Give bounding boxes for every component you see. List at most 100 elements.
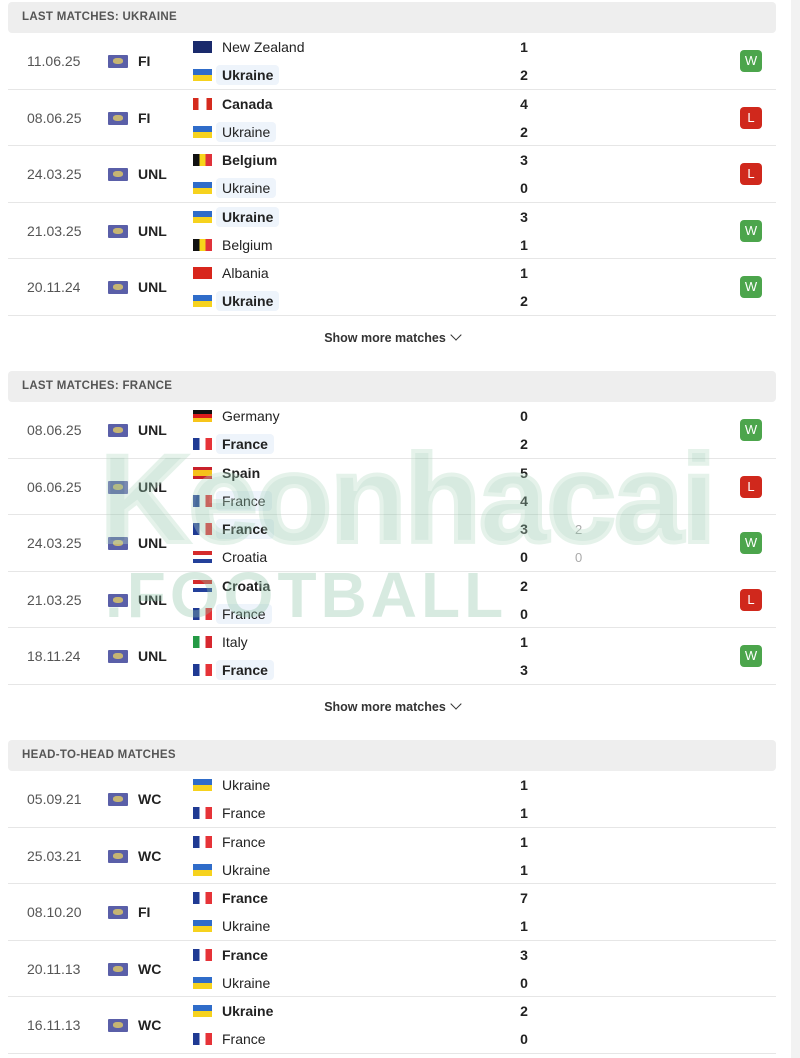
team-home[interactable]: Ukraine xyxy=(193,774,276,796)
flag-fr-icon xyxy=(193,523,212,535)
match-row[interactable]: 08.06.25 UNL Germany France 0 2 W xyxy=(8,402,776,459)
team-away[interactable]: France xyxy=(193,490,272,512)
team-away[interactable]: Ukraine xyxy=(193,972,276,994)
competition: UNL xyxy=(138,648,167,664)
away-score: 1 xyxy=(520,805,528,821)
match-date: 21.03.25 xyxy=(27,222,82,239)
team-name: France xyxy=(216,490,272,511)
match-row[interactable]: 25.03.21 WC France Ukraine 1 1 xyxy=(8,828,776,884)
competition: UNL xyxy=(138,591,167,608)
home-score: 3 xyxy=(520,521,528,537)
match-row[interactable]: 20.11.13 WC France Ukraine 3 0 xyxy=(8,941,776,997)
team-name: New Zealand xyxy=(222,39,305,55)
match-row[interactable]: 20.11.24 UNL Albania Ukraine 1 2 W xyxy=(8,259,776,316)
show-more-button[interactable]: Show more matches xyxy=(8,685,776,729)
away-score: 0 xyxy=(520,974,528,991)
home-score: 1 xyxy=(520,634,528,650)
team-home[interactable]: France xyxy=(193,518,274,540)
away-score: 2 xyxy=(520,436,528,452)
team-home[interactable]: Croatia xyxy=(193,575,276,597)
team-name: Croatia xyxy=(222,549,268,565)
team-name: France xyxy=(222,805,266,821)
result-badge: W xyxy=(740,50,762,72)
scrollbar[interactable] xyxy=(791,0,800,1058)
result-badge: W xyxy=(740,645,762,667)
team-home[interactable]: Italy xyxy=(193,631,254,653)
match-row[interactable]: 24.03.25 UNL Belgium Ukraine 3 0 L xyxy=(8,146,776,203)
team-name: Ukraine xyxy=(222,1003,274,1019)
team-away[interactable]: Belgium xyxy=(193,234,279,256)
match-date: 24.03.25 xyxy=(27,535,82,551)
home-score: 1 xyxy=(520,833,528,850)
team-home[interactable]: France xyxy=(193,831,272,853)
team-home[interactable]: Ukraine xyxy=(193,206,280,228)
team-home[interactable]: Germany xyxy=(193,405,286,427)
team-away[interactable]: France xyxy=(193,659,274,681)
flag-be-icon xyxy=(193,154,212,166)
match-row[interactable]: 06.06.25 UNL Spain France 5 4 L xyxy=(8,459,776,515)
flag-de-icon xyxy=(193,410,212,422)
match-row[interactable]: 08.10.20 FI France Ukraine 7 1 xyxy=(8,884,776,941)
match-row[interactable]: 05.09.21 WC Ukraine France 1 1 xyxy=(8,771,776,828)
team-away[interactable]: Ukraine xyxy=(193,121,277,143)
result-badge: W xyxy=(740,532,762,554)
flag-fr-icon xyxy=(193,607,212,620)
match-row[interactable]: 24.03.25 UNL France Croatia 3 0 2 0 W xyxy=(8,515,776,572)
team-name: Spain xyxy=(222,464,261,481)
show-more-label: Show more matches xyxy=(324,330,446,345)
team-away[interactable]: France xyxy=(193,603,272,625)
flag-hr-icon xyxy=(193,579,212,592)
flag-ua-icon xyxy=(193,779,212,791)
team-home[interactable]: Spain xyxy=(193,462,266,484)
home-score: 5 xyxy=(520,464,528,481)
team-name: Albania xyxy=(222,265,269,281)
team-away[interactable]: Ukraine xyxy=(193,64,280,86)
team-away[interactable]: France xyxy=(193,433,274,455)
competition-world-icon xyxy=(108,793,128,806)
match-date: 06.06.25 xyxy=(27,478,82,495)
team-name: Ukraine xyxy=(222,974,271,991)
team-name: France xyxy=(222,890,268,906)
team-away[interactable]: Ukraine xyxy=(193,177,277,199)
team-home[interactable]: New Zealand xyxy=(193,36,311,58)
team-home[interactable]: Albania xyxy=(193,262,275,284)
flag-es-icon xyxy=(193,466,212,479)
team-away[interactable]: Ukraine xyxy=(193,290,280,312)
home-penalties: 2 xyxy=(575,522,583,537)
team-home[interactable]: Canada xyxy=(193,93,279,115)
flag-it-icon xyxy=(193,636,212,648)
match-row[interactable]: 11.06.25 FI New Zealand Ukraine 1 2 W xyxy=(8,33,776,90)
team-home[interactable]: Ukraine xyxy=(193,1000,279,1022)
team-away[interactable]: Croatia xyxy=(193,546,273,568)
team-away[interactable]: France xyxy=(193,802,272,824)
match-row[interactable]: 16.11.13 WC Ukraine France 2 0 xyxy=(8,997,776,1054)
team-name: Canada xyxy=(222,95,273,112)
away-score: 0 xyxy=(520,1031,528,1047)
match-row[interactable]: 08.06.25 FI Canada Ukraine 4 2 L xyxy=(8,90,776,146)
competition-world-icon xyxy=(108,906,128,919)
show-more-label: Show more matches xyxy=(324,699,446,714)
away-score: 3 xyxy=(520,662,528,678)
competition: FI xyxy=(138,53,151,69)
team-home[interactable]: Belgium xyxy=(193,149,283,171)
team-name: Ukraine xyxy=(222,918,271,934)
section-header: LAST MATCHES: FRANCE xyxy=(8,371,776,402)
show-more-button[interactable]: Show more matches xyxy=(8,316,776,360)
team-home[interactable]: France xyxy=(193,944,274,966)
result-badge: W xyxy=(740,419,762,441)
match-row[interactable]: 18.11.24 UNL Italy France 1 3 W xyxy=(8,628,776,685)
team-name: Italy xyxy=(222,634,248,650)
home-score: 0 xyxy=(520,408,528,424)
team-home[interactable]: France xyxy=(193,887,274,909)
section-0: LAST MATCHES: UKRAINE 11.06.25 FI New Ze… xyxy=(8,2,776,360)
match-row[interactable]: 21.03.25 UNL Croatia France 2 0 L xyxy=(8,572,776,628)
match-row[interactable]: 21.03.25 UNL Ukraine Belgium 3 1 W xyxy=(8,203,776,259)
team-away[interactable]: Ukraine xyxy=(193,915,276,937)
match-date: 21.03.25 xyxy=(27,591,82,608)
section-2: HEAD-TO-HEAD MATCHES 05.09.21 WC Ukraine… xyxy=(8,740,776,1054)
competition-world-icon xyxy=(108,224,128,238)
team-away[interactable]: France xyxy=(193,1028,272,1050)
team-name: France xyxy=(216,519,274,539)
team-away[interactable]: Ukraine xyxy=(193,859,276,881)
team-name: Ukraine xyxy=(216,206,280,227)
